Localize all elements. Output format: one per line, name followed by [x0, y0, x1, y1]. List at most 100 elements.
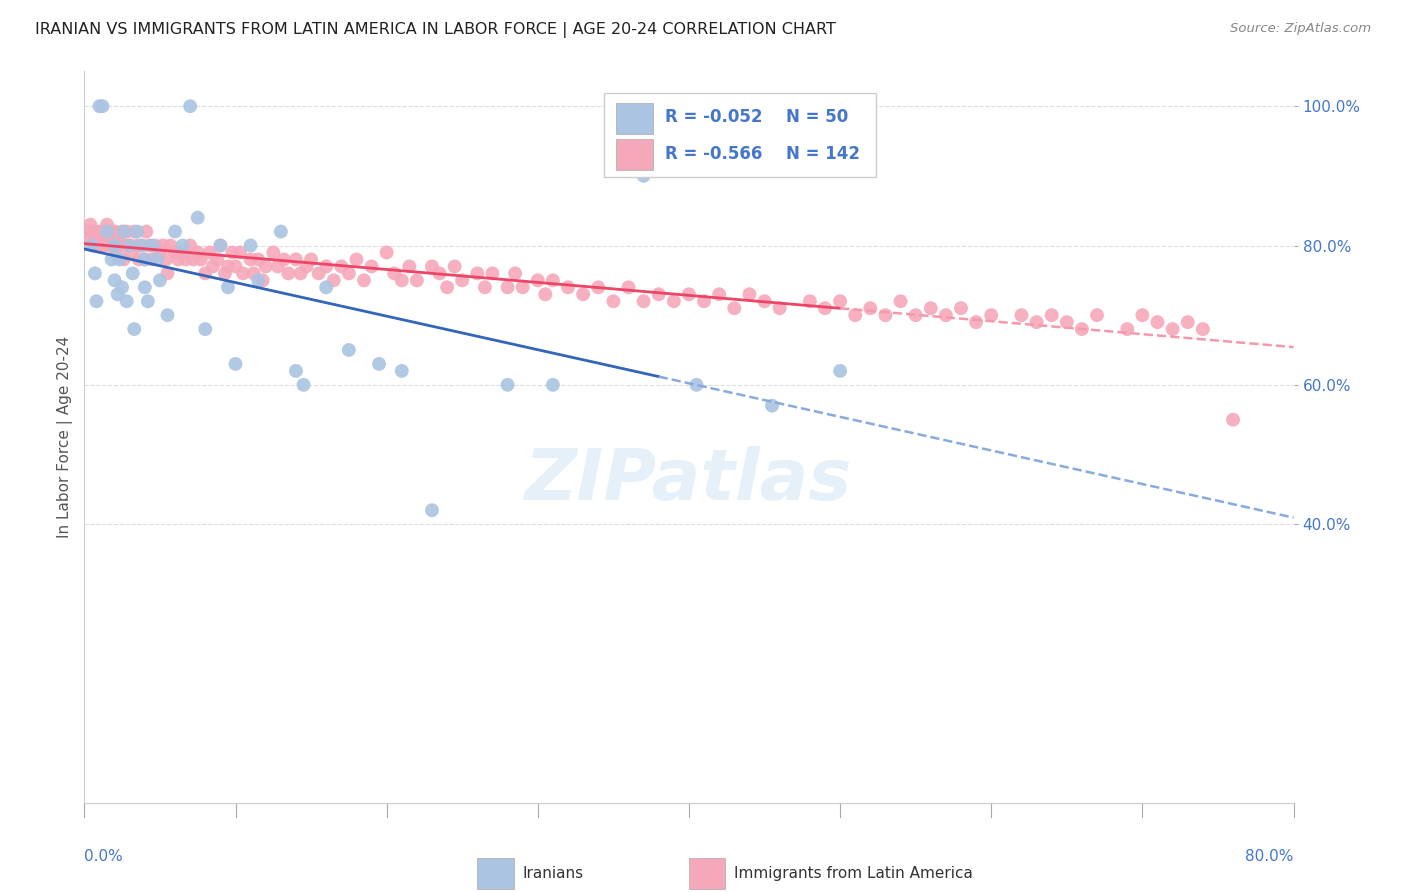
Point	[194, 266, 217, 280]
Point	[77, 231, 100, 245]
Text: 0.0%: 0.0%	[84, 849, 124, 864]
Point	[96, 218, 118, 232]
Point	[935, 308, 957, 322]
Point	[90, 231, 112, 245]
Point	[121, 266, 143, 280]
Text: 80.0%: 80.0%	[1246, 849, 1294, 864]
Point	[225, 357, 247, 371]
Point	[267, 260, 290, 274]
FancyBboxPatch shape	[478, 858, 513, 889]
Text: Immigrants from Latin America: Immigrants from Latin America	[734, 866, 973, 881]
Point	[214, 266, 236, 280]
Point	[104, 225, 127, 239]
Text: IRANIAN VS IMMIGRANTS FROM LATIN AMERICA IN LABOR FORCE | AGE 20-24 CORRELATION : IRANIAN VS IMMIGRANTS FROM LATIN AMERICA…	[35, 22, 837, 38]
Point	[541, 273, 564, 287]
Point	[346, 252, 368, 267]
Point	[239, 238, 262, 252]
Point	[115, 225, 138, 239]
Point	[146, 252, 169, 267]
Point	[337, 266, 360, 280]
Point	[277, 266, 299, 280]
Point	[179, 238, 201, 252]
Point	[527, 273, 550, 287]
Point	[541, 377, 564, 392]
Point	[474, 280, 496, 294]
Point	[292, 377, 315, 392]
Point	[1222, 412, 1244, 426]
Point	[844, 308, 866, 322]
Point	[107, 238, 129, 252]
Point	[229, 245, 252, 260]
Point	[360, 260, 382, 274]
Point	[723, 301, 745, 316]
Point	[207, 252, 229, 267]
Point	[149, 273, 172, 287]
Point	[86, 294, 108, 309]
Point	[1177, 315, 1199, 329]
Point	[114, 238, 136, 252]
Point	[128, 252, 150, 267]
Point	[225, 260, 247, 274]
Point	[273, 252, 295, 267]
Point	[122, 225, 145, 239]
Point	[391, 273, 413, 287]
Point	[602, 294, 624, 309]
Point	[221, 245, 243, 260]
Point	[165, 225, 187, 239]
Point	[98, 225, 121, 239]
Point	[156, 266, 179, 280]
Point	[122, 322, 145, 336]
Point	[79, 218, 101, 232]
Point	[134, 280, 156, 294]
Point	[118, 238, 141, 252]
Point	[127, 225, 149, 239]
Point	[111, 280, 134, 294]
Point	[141, 238, 163, 252]
Point	[134, 252, 156, 267]
Point	[100, 238, 122, 252]
Point	[950, 301, 973, 316]
Point	[96, 225, 118, 239]
Point	[80, 238, 103, 252]
Point	[172, 238, 194, 252]
Point	[172, 245, 194, 260]
Point	[94, 231, 117, 245]
Point	[512, 280, 534, 294]
Point	[131, 238, 153, 252]
Point	[155, 252, 177, 267]
Point	[111, 225, 134, 239]
Point	[1011, 308, 1033, 322]
Point	[165, 245, 187, 260]
Text: R = -0.052: R = -0.052	[665, 109, 762, 127]
Point	[406, 273, 429, 287]
Point	[89, 225, 111, 239]
Point	[503, 266, 526, 280]
Point	[187, 211, 209, 225]
Point	[633, 294, 655, 309]
Point	[633, 169, 655, 183]
Point	[467, 266, 489, 280]
Point	[685, 377, 707, 392]
Point	[159, 238, 181, 252]
Point	[290, 266, 312, 280]
Point	[980, 308, 1002, 322]
Point	[89, 99, 111, 113]
Point	[353, 273, 375, 287]
Point	[97, 238, 120, 252]
Point	[322, 273, 344, 287]
Point	[799, 294, 821, 309]
Point	[201, 260, 224, 274]
Point	[375, 245, 398, 260]
Point	[108, 252, 131, 267]
Point	[209, 238, 232, 252]
Point	[965, 315, 987, 329]
Point	[252, 273, 274, 287]
Point	[107, 287, 129, 301]
Point	[101, 231, 124, 245]
Point	[1025, 315, 1047, 329]
Point	[152, 238, 174, 252]
Point	[167, 252, 190, 267]
Point	[890, 294, 912, 309]
Point	[496, 377, 519, 392]
Text: Source: ZipAtlas.com: Source: ZipAtlas.com	[1230, 22, 1371, 36]
